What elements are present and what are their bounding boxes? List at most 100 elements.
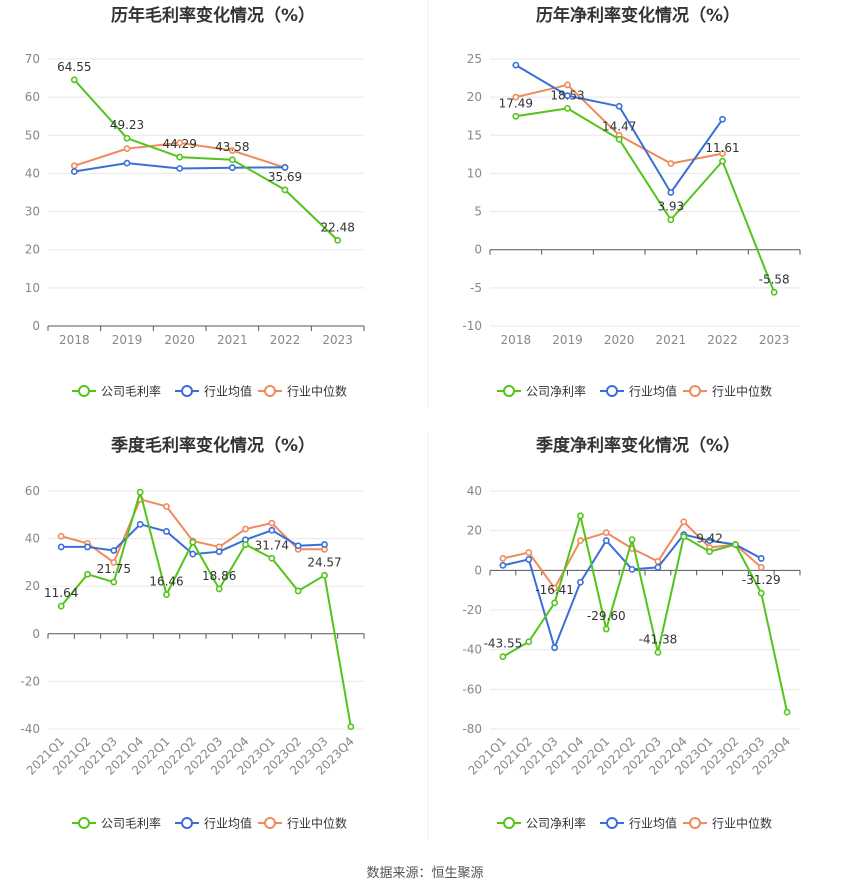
data-point	[628, 536, 636, 543]
y-tick-label: 30	[25, 205, 40, 219]
data-point	[57, 543, 65, 551]
data-point	[268, 526, 276, 534]
data-point	[176, 139, 184, 147]
data-point	[719, 157, 726, 165]
data-point	[70, 168, 78, 175]
data-point	[525, 638, 533, 646]
legend-item[interactable]: 公司净利率	[497, 816, 586, 831]
data-point	[615, 102, 623, 110]
data-label: 35.69	[268, 170, 302, 184]
data-point	[215, 585, 223, 593]
x-tick-label: 2018	[501, 333, 532, 347]
legend-item[interactable]: 行业均值	[600, 816, 677, 831]
legend-item[interactable]: 公司净利率	[497, 384, 586, 399]
data-label: 14.47	[602, 119, 636, 133]
chart-panel-1: 历年毛利率变化情况（%） 0 10 20 30 40 50 60 70 2018 2019 2020 2…	[25, 5, 365, 399]
data-point	[136, 520, 144, 528]
legend-item[interactable]: 行业均值	[175, 816, 252, 831]
data-label: 18.53	[550, 88, 584, 102]
data-point	[163, 528, 170, 535]
data-point	[228, 156, 236, 164]
legend-item[interactable]: 行业中位数	[683, 384, 772, 399]
data-label: 43.58	[215, 140, 249, 154]
data-point	[499, 561, 507, 569]
data-point	[57, 532, 65, 540]
data-label: 9.42	[696, 532, 723, 546]
y-tick-label: 25	[467, 52, 482, 66]
data-label: -16.41	[535, 583, 574, 597]
x-tick-label: 2021	[217, 333, 248, 347]
y-tick-label: -20	[462, 603, 482, 617]
data-point	[680, 533, 688, 541]
data-point	[564, 81, 571, 89]
data-point	[70, 162, 78, 170]
legend-item[interactable]: 行业均值	[600, 384, 677, 399]
data-label: 24.57	[307, 555, 341, 569]
data-point	[732, 541, 739, 548]
legend-marker-icon	[78, 817, 90, 829]
data-point	[321, 571, 328, 579]
legend-label: 行业中位数	[287, 384, 347, 399]
data-point	[281, 163, 289, 171]
legend-label: 行业均值	[204, 384, 252, 399]
x-tick-label: 2023	[759, 333, 790, 347]
data-label: 49.23	[110, 118, 144, 132]
legend-label: 行业中位数	[712, 816, 772, 831]
data-point	[577, 512, 584, 520]
y-tick-label: 0	[474, 563, 482, 577]
data-point	[512, 93, 520, 101]
legend-label: 公司毛利率	[101, 384, 161, 399]
legend-item[interactable]: 行业中位数	[258, 816, 347, 831]
y-tick-label: -40	[20, 722, 40, 736]
data-point	[57, 602, 65, 610]
data-point	[551, 584, 558, 592]
data-point	[499, 555, 507, 562]
data-point	[281, 186, 289, 194]
y-tick-label: -80	[462, 722, 482, 736]
data-point	[719, 115, 726, 123]
data-point	[783, 708, 791, 716]
chart-title: 历年毛利率变化情况（%）	[111, 5, 315, 26]
data-point	[215, 548, 223, 556]
chart-title: 季度毛利率变化情况（%）	[111, 435, 315, 456]
data-point	[163, 503, 170, 510]
y-tick-label: -60	[462, 682, 482, 696]
data-point	[525, 549, 533, 556]
data-point	[654, 649, 662, 656]
y-tick-label: 20	[467, 90, 482, 104]
legend-label: 行业中位数	[287, 816, 347, 831]
legend-marker-icon	[503, 385, 515, 397]
data-point	[602, 529, 610, 537]
data-label: -41.38	[639, 632, 678, 646]
data-label: 64.55	[57, 60, 91, 74]
legend-marker-icon	[503, 817, 515, 829]
legend-item[interactable]: 公司毛利率	[72, 816, 161, 831]
data-point	[123, 145, 131, 153]
data-point	[654, 563, 662, 571]
data-point	[110, 547, 118, 554]
legend-item[interactable]: 公司毛利率	[72, 384, 161, 399]
y-tick-label: 20	[467, 524, 482, 538]
data-point	[84, 543, 91, 551]
legend-marker-icon	[606, 385, 618, 397]
data-point	[242, 541, 249, 548]
x-tick-label: 2020	[164, 333, 195, 347]
chart-title: 历年净利率变化情况（%）	[536, 5, 740, 26]
legend-item[interactable]: 行业均值	[175, 384, 252, 399]
legend-label: 行业均值	[629, 384, 677, 399]
data-label: -31.29	[742, 573, 781, 587]
data-point	[123, 159, 131, 167]
legend-item[interactable]: 行业中位数	[683, 816, 772, 831]
x-tick-label: 2019	[552, 333, 583, 347]
data-point	[577, 578, 584, 586]
data-point	[551, 599, 558, 607]
y-tick-label: 70	[25, 52, 40, 66]
data-label: -43.55	[484, 637, 523, 651]
legend-marker-icon	[606, 817, 618, 829]
legend-label: 行业中位数	[712, 384, 772, 399]
y-tick-label: 60	[25, 90, 40, 104]
data-label: 21.75	[97, 562, 131, 576]
data-point	[189, 550, 197, 558]
legend-item[interactable]: 行业中位数	[258, 384, 347, 399]
